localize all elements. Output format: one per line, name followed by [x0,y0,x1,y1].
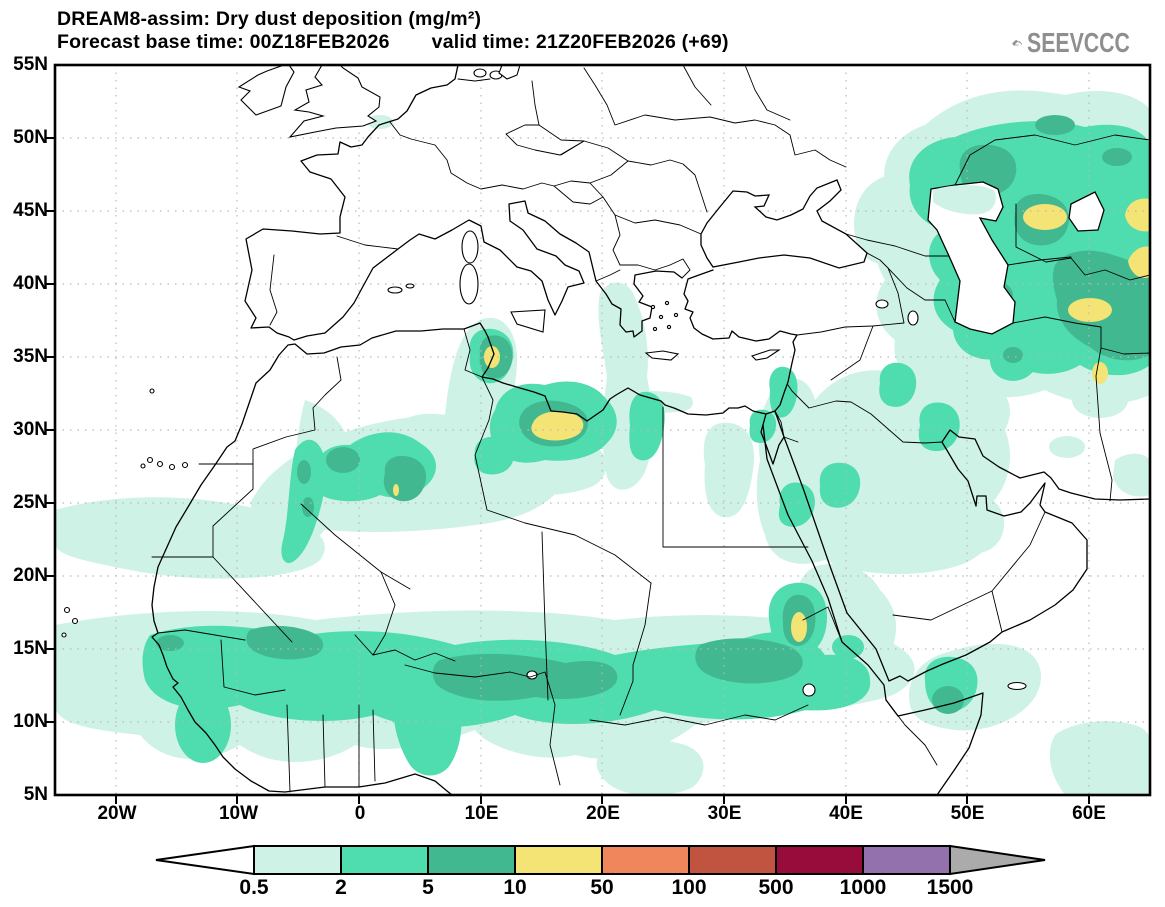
graticule [55,65,1150,795]
socotra [1007,681,1027,691]
colorbar-tick-label: 50 [590,876,614,899]
lat-tick-label: 10N [13,711,48,732]
sicily [510,309,546,333]
colorbar-tick-label: 10 [503,876,527,899]
lat-tick-label: 30N [13,419,48,440]
map-canvas [46,63,1152,804]
lon-tick-label: 20W [97,803,137,824]
lon-tick-label: 20E [586,803,620,824]
corsica [461,230,479,264]
lon-tick-label: 0 [354,803,366,824]
lat-tick-label: 45N [13,200,48,221]
lake-van [875,299,889,309]
figure-title: DREAM8-assim: Dry dust deposition (mg/m²… [57,8,482,30]
lon-tick-label: 10W [218,803,259,824]
lat-tick-label: 5N [23,784,48,805]
forecast-base-time: Forecast base time: 00Z18FEB2026 [57,31,390,53]
aral-sea [1068,191,1105,232]
ireland [237,65,295,116]
logo-text: SEEVCCC [1026,27,1130,58]
valid-time: valid time: 21Z20FEB2026 (+69) [431,31,729,53]
colorbar: 0.5 2 5 10 50 100 500 1000 1500 [140,836,1060,906]
lat-tick-label: 25N [13,492,48,513]
lat-tick-label: 55N [13,54,48,75]
lon-tick-label: 50E [950,803,985,824]
lon-tick-label: 60E [1072,803,1106,824]
sardinia [459,263,479,305]
islands [61,65,1027,697]
lake-urmia [907,310,919,326]
black-sea [700,179,868,269]
lon-tick-label: 30E [707,803,742,824]
cloud-logo-icon [1012,40,1022,46]
country-borders [151,65,1150,793]
colorbar-tick-label: 0.5 [239,876,269,899]
lat-tick-label: 20N [13,565,48,586]
lat-tick-label: 15N [13,638,48,659]
cyprus [750,349,781,361]
figure-subtitle: Forecast base time: 00Z18FEB2026 valid ti… [57,31,729,54]
lat-tick-label: 50N [13,127,48,148]
colorbar-above-arrow [949,844,1046,876]
lon-tick-label: 10E [464,803,499,824]
lake-tana [802,683,816,697]
colorbar-tick-label: 1000 [839,876,887,899]
crete [644,350,680,361]
great-britain [288,65,381,138]
dust-level4-contours [393,198,1150,642]
colorbar-tick-label: 100 [671,876,707,899]
colorbar-below-arrow [155,844,255,876]
caspian-sea [927,181,1016,335]
map-area [46,63,1152,804]
colorbar-tick-label: 500 [758,876,794,899]
colorbar-scale [155,844,1046,876]
seevccc-logo: SEEVCCC [1012,22,1162,64]
axis-ticks [46,137,1090,804]
lon-tick-label: 40E [829,803,863,824]
colorbar-tick-label: 5 [422,876,434,899]
lat-tick-label: 40N [13,273,48,294]
colorbar-tick-label: 2 [335,876,347,899]
lat-tick-label: 35N [13,346,48,367]
colorbar-tick-label: 1500 [926,876,974,899]
